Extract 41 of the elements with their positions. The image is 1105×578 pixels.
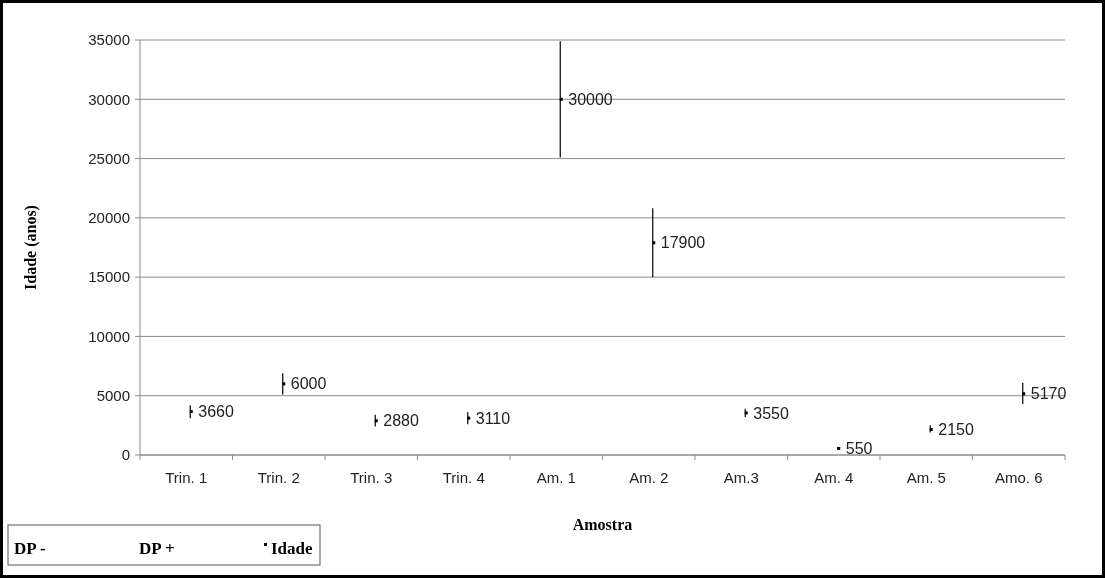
point: [1022, 392, 1026, 396]
x-tick-label: Am. 1: [536, 469, 576, 486]
x-tick-label: Trin. 3: [350, 469, 393, 486]
x-tick-label: Trin. 4: [442, 469, 485, 486]
text: DP -: [14, 538, 46, 558]
x-tick-label: Am. 5: [906, 469, 946, 486]
x-tick-label: Am.3: [723, 469, 759, 486]
point: [189, 410, 193, 414]
x-tick-label: Am. 2: [629, 469, 669, 486]
y-axis-title: Idade (anos): [22, 205, 40, 290]
point: [374, 419, 378, 423]
y-tick-label: 5000: [96, 386, 130, 404]
data-label: 3110: [475, 409, 511, 427]
data-label: 3550: [753, 404, 789, 422]
x-tick-label: Am. 4: [814, 469, 854, 486]
x-tick-label: Trin. 2: [257, 469, 300, 486]
data-label: 6000: [290, 375, 327, 393]
data-label: 3660: [198, 403, 234, 421]
y-tick-label: 30000: [88, 90, 130, 108]
y-tick-label: 35000: [88, 31, 130, 49]
point: [467, 416, 471, 420]
data-label: 5170: [1030, 385, 1067, 403]
point: [282, 382, 286, 386]
y-tick-label: 15000: [88, 268, 130, 286]
point: [929, 428, 933, 432]
legend-label: Idade: [271, 538, 314, 558]
data-label: 17900: [660, 234, 706, 252]
x-axis-title: Amostra: [572, 516, 633, 533]
y-tick-label: 25000: [88, 149, 130, 167]
data-label: 2880: [383, 412, 419, 430]
x-tick-label: Amo. 6: [994, 469, 1043, 486]
point: [652, 241, 656, 245]
y-tick-label: 20000: [88, 209, 130, 227]
data-label: 550: [845, 440, 873, 458]
data-label: 30000: [568, 90, 613, 108]
y-tick-label: 0: [121, 446, 130, 464]
text: DP +: [139, 538, 175, 558]
data-label: 2150: [938, 421, 974, 439]
point: [559, 97, 563, 101]
x-tick-label: Trin. 1: [165, 469, 208, 486]
y-tick-label: 10000: [88, 327, 130, 345]
